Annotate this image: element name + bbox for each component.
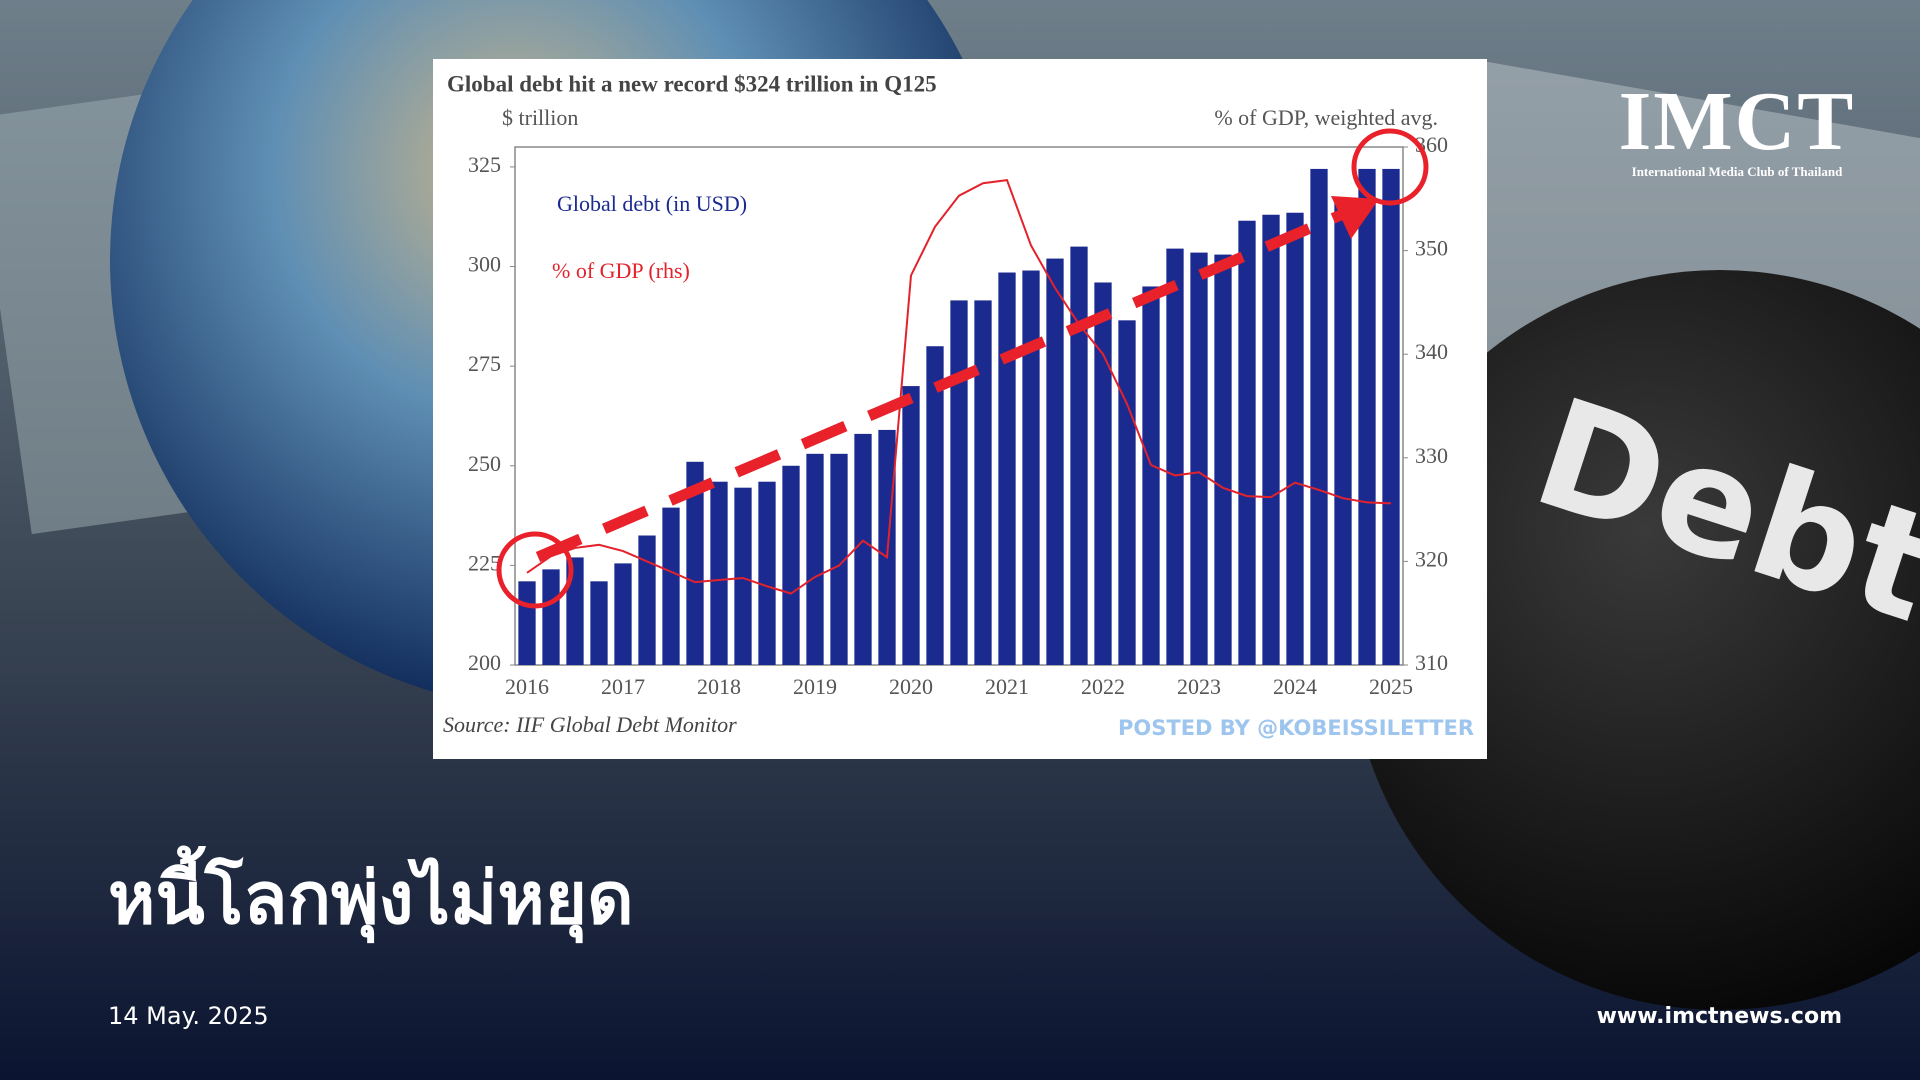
y2-tick-label: 350 <box>1415 236 1448 261</box>
bar <box>1214 254 1232 666</box>
bar <box>710 481 728 665</box>
bar <box>734 487 752 665</box>
bar <box>1358 168 1376 665</box>
y2-tick-label: 310 <box>1415 650 1448 675</box>
bar <box>1334 198 1352 666</box>
y2-tick-label: 330 <box>1415 443 1448 468</box>
x-tick-label: 2022 <box>1081 674 1125 699</box>
x-tick-label: 2025 <box>1369 674 1413 699</box>
date: 14 May. 2025 <box>108 1002 269 1030</box>
y-tick-label: 325 <box>468 152 501 177</box>
bar <box>1166 248 1184 665</box>
y2-tick-label: 340 <box>1415 339 1448 364</box>
y-tick-label: 250 <box>468 451 501 476</box>
bar <box>998 272 1016 665</box>
bar <box>614 563 632 665</box>
chart-title: Global debt hit a new record $324 trilli… <box>447 71 937 96</box>
x-tick-label: 2016 <box>505 674 549 699</box>
bar <box>1142 286 1160 665</box>
bar <box>1238 220 1256 665</box>
website: www.imctnews.com <box>1596 1004 1842 1029</box>
bar <box>1094 282 1112 665</box>
bar <box>902 386 920 665</box>
logo: IMCT International Media Club of Thailan… <box>1612 80 1862 180</box>
y-tick-label: 300 <box>468 252 501 277</box>
bar <box>1286 212 1304 665</box>
annotation <box>496 128 1429 609</box>
chart: Global debt hit a new record $324 trilli… <box>433 59 1487 759</box>
bar <box>782 465 800 665</box>
bar <box>1070 246 1088 665</box>
arrow-head <box>1331 196 1379 239</box>
bar <box>518 581 536 665</box>
highlight-circle <box>1351 128 1429 206</box>
bar <box>950 300 968 665</box>
bar <box>974 300 992 665</box>
legend-label: % of GDP (rhs) <box>552 258 690 283</box>
line <box>526 179 1392 595</box>
bar <box>1262 214 1280 665</box>
y-axis-label: $ trillion <box>502 105 578 130</box>
highlight-circle <box>496 531 574 609</box>
bar <box>1310 168 1328 665</box>
bar <box>806 453 824 665</box>
x-tick-label: 2020 <box>889 674 933 699</box>
x-tick-label: 2024 <box>1273 674 1317 699</box>
headline: หนี้โลกพุ่งไม่หยุด <box>108 856 634 940</box>
logo-title: IMCT <box>1618 75 1856 168</box>
y2-axis-label: % of GDP, weighted avg. <box>1214 105 1438 130</box>
source: Source: IIF Global Debt Monitor <box>443 712 737 737</box>
bar <box>542 569 560 665</box>
y-tick-label: 200 <box>468 650 501 675</box>
bar <box>590 581 608 665</box>
bar <box>1022 270 1040 665</box>
bar <box>830 453 848 665</box>
credit: POSTED BY @KOBEISSILETTER <box>1118 716 1474 740</box>
bar <box>1190 252 1208 666</box>
bar <box>854 433 872 665</box>
y2-tick-label: 320 <box>1415 546 1448 571</box>
x-tick-label: 2023 <box>1177 674 1221 699</box>
y-tick-label: 225 <box>468 550 501 575</box>
legend-label: Global debt (in USD) <box>557 191 747 216</box>
bar <box>1382 168 1400 665</box>
x-tick-label: 2018 <box>697 674 741 699</box>
bar <box>1046 258 1064 665</box>
bar <box>1118 320 1136 665</box>
bar <box>686 461 704 665</box>
bar <box>758 481 776 665</box>
logo-subtitle: International Media Club of Thailand <box>1631 164 1843 179</box>
plot: 2002252502753003253103203303403503602016… <box>468 132 1448 699</box>
trend-arrow <box>535 206 1351 563</box>
bar <box>926 346 944 665</box>
bar <box>638 535 656 665</box>
x-tick-label: 2019 <box>793 674 837 699</box>
bar <box>662 507 680 665</box>
x-tick-label: 2017 <box>601 674 645 699</box>
x-tick-label: 2021 <box>985 674 1029 699</box>
y-tick-label: 275 <box>468 351 501 376</box>
